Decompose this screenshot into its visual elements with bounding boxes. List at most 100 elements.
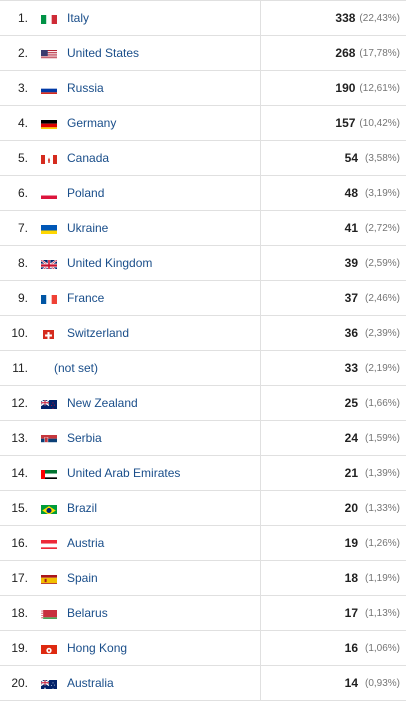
rank-label: 6.	[17, 186, 28, 200]
br-flag-icon	[41, 503, 57, 514]
sessions-cell: 16 (1,06%)	[261, 631, 406, 665]
sessions-percent: (0,93%)	[364, 677, 400, 689]
country-link[interactable]: Austria	[67, 536, 105, 550]
country-cell: 10. Switzerland	[0, 316, 261, 350]
country-link[interactable]: Ukraine	[67, 221, 109, 235]
sessions-cell: 21 (1,39%)	[261, 456, 406, 490]
table-row: 5. Canada 54 (3,58%)	[0, 141, 406, 176]
sessions-cell: 25 (1,66%)	[261, 386, 406, 420]
sessions-percent: (1,19%)	[364, 572, 400, 584]
it-flag-icon	[41, 13, 57, 24]
sessions-cell: 268 (17,78%)	[261, 36, 406, 70]
country-cell: 9. France	[0, 281, 261, 315]
sessions-percent: (22,43%)	[359, 12, 400, 24]
sessions-cell: 36 (2,39%)	[261, 316, 406, 350]
sessions-percent: (1,13%)	[364, 607, 400, 619]
country-link[interactable]: Poland	[67, 186, 105, 200]
country-link[interactable]: Hong Kong	[67, 641, 128, 655]
gb-flag-icon	[41, 258, 57, 269]
sessions-count: 36	[344, 326, 358, 340]
country-link[interactable]: New Zealand	[67, 396, 138, 410]
table-row: 2. United States 268 (17,78%)	[0, 36, 406, 71]
de-flag-icon	[41, 118, 57, 129]
country-link[interactable]: Brazil	[67, 501, 98, 515]
sessions-count: 24	[344, 431, 358, 445]
table-row: 3. Russia 190 (12,61%)	[0, 71, 406, 106]
sessions-percent: (2,19%)	[364, 362, 400, 374]
sessions-count: 17	[344, 606, 358, 620]
country-cell: 18. Belarus	[0, 596, 261, 630]
us-flag-icon	[41, 48, 57, 59]
sessions-count: 20	[344, 501, 358, 515]
sessions-percent: (1,39%)	[364, 467, 400, 479]
rank-label: 13.	[11, 431, 28, 445]
rank-label: 2.	[17, 46, 28, 60]
country-link[interactable]: Spain	[67, 571, 98, 585]
rank-label: 16.	[11, 536, 28, 550]
country-cell: 16. Austria	[0, 526, 261, 560]
sessions-percent: (2,72%)	[364, 222, 400, 234]
country-link[interactable]: Canada	[67, 151, 110, 165]
country-cell: 6. Poland	[0, 176, 261, 210]
sessions-percent: (3,58%)	[364, 152, 400, 164]
rank-label: 20.	[11, 676, 28, 690]
rank-label: 5.	[17, 151, 28, 165]
table-row: 13. Serbia 24 (1,59%)	[0, 421, 406, 456]
hk-flag-icon	[41, 643, 57, 654]
rank-label: 10.	[11, 326, 28, 340]
sessions-cell: 19 (1,26%)	[261, 526, 406, 560]
country-cell: 11. (not set)	[0, 351, 261, 385]
sessions-count: 25	[344, 396, 358, 410]
sessions-percent: (2,59%)	[364, 257, 400, 269]
sessions-count: 39	[344, 256, 358, 270]
sessions-percent: (1,59%)	[364, 432, 400, 444]
rank-label: 1.	[17, 11, 28, 25]
country-cell: 7. Ukraine	[0, 211, 261, 245]
sessions-count: 18	[344, 571, 358, 585]
table-row: 7. Ukraine 41 (2,72%)	[0, 211, 406, 246]
country-link[interactable]: Serbia	[67, 431, 102, 445]
sessions-cell: 48 (3,19%)	[261, 176, 406, 210]
sessions-cell: 33 (2,19%)	[261, 351, 406, 385]
country-link[interactable]: Germany	[67, 116, 117, 130]
sessions-percent: (1,26%)	[364, 537, 400, 549]
country-link[interactable]: United Kingdom	[67, 256, 153, 270]
country-cell: 12. New Zealand	[0, 386, 261, 420]
sessions-cell: 157 (10,42%)	[261, 106, 406, 140]
rank-label: 17.	[11, 571, 28, 585]
country-link[interactable]: Italy	[67, 11, 90, 25]
sessions-count: 14	[344, 676, 358, 690]
table-row: 12. New Zealand 25 (1,66%)	[0, 386, 406, 421]
country-link[interactable]: France	[67, 291, 105, 305]
rank-label: 9.	[17, 291, 28, 305]
country-link[interactable]: United States	[67, 46, 140, 60]
ca-flag-icon	[41, 153, 57, 164]
country-cell: 19. Hong Kong	[0, 631, 261, 665]
rank-label: 18.	[11, 606, 28, 620]
sessions-percent: (17,78%)	[359, 47, 400, 59]
rank-label: 12.	[11, 396, 28, 410]
sessions-count: 16	[344, 641, 358, 655]
table-row: 1. Italy 338 (22,43%)	[0, 1, 406, 36]
pl-flag-icon	[41, 188, 57, 199]
country-link[interactable]: Switzerland	[67, 326, 130, 340]
country-cell: 8. United Kingdom	[0, 246, 261, 280]
table-row: 8. United Kingdom 39 (2,59%)	[0, 246, 406, 281]
rank-label: 14.	[11, 466, 28, 480]
table-row: 20. Australia 14 (0,93%)	[0, 666, 406, 701]
country-link[interactable]: United Arab Emirates	[67, 466, 181, 480]
sessions-cell: 24 (1,59%)	[261, 421, 406, 455]
country-link[interactable]: (not set)	[54, 361, 99, 375]
sessions-cell: 190 (12,61%)	[261, 71, 406, 105]
rank-label: 19.	[11, 641, 28, 655]
sessions-count: 338	[335, 11, 356, 25]
sessions-cell: 17 (1,13%)	[261, 596, 406, 630]
sessions-cell: 37 (2,46%)	[261, 281, 406, 315]
rs-flag-icon	[41, 433, 57, 444]
country-link[interactable]: Belarus	[67, 606, 108, 620]
rank-label: 11.	[12, 361, 28, 375]
country-link[interactable]: Russia	[67, 81, 104, 95]
sessions-cell: 39 (2,59%)	[261, 246, 406, 280]
country-link[interactable]: Australia	[67, 676, 114, 690]
sessions-count: 37	[344, 291, 358, 305]
